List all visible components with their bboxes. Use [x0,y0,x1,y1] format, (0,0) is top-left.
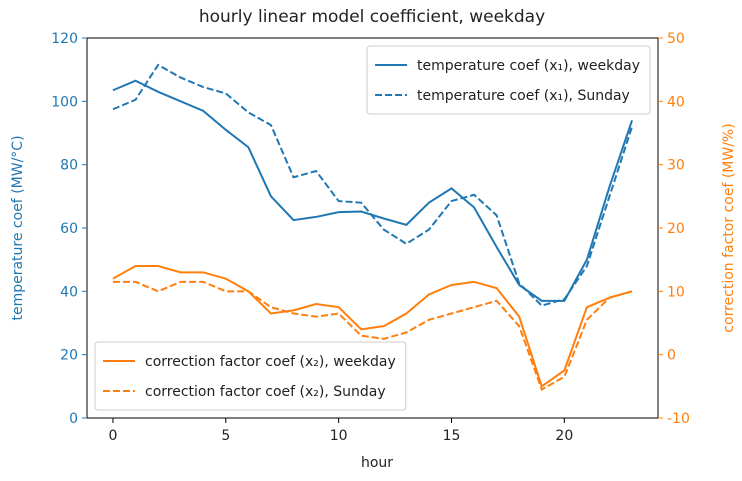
chart-title: hourly linear model coefficient, weekday [199,7,545,27]
y2-tick-label: 0 [667,348,676,364]
legend: correction factor coef (x₂), weekday corr… [94,341,407,411]
y2-tick-label: -10 [667,411,690,427]
y-tick-label: 60 [60,221,78,237]
y-tick-label: 80 [60,158,78,174]
x-tick-label: 15 [443,428,461,444]
legend-label: temperature coef (x₁), weekday [417,58,640,74]
y2-tick-label: 50 [667,31,685,47]
legend: temperature coef (x₁), weekday temperatur… [366,45,651,115]
legend-label: correction factor coef (x₂), weekday [145,354,396,370]
y-axis-label: temperature coef (MW/°C) [10,135,26,320]
series-line [112,265,633,388]
y2-tick-label: 30 [667,158,685,174]
y-tick-label: 0 [69,411,78,427]
x-tick-label: 20 [555,428,573,444]
y-tick-label: 100 [51,94,78,110]
legend-box [94,341,407,411]
y-tick-label: 120 [51,31,78,47]
legend-label: temperature coef (x₁), Sunday [417,88,630,104]
y2-tick-label: 40 [667,94,685,110]
y2-tick-label: 10 [667,284,685,300]
y2-axis-label: correction factor coef (MW/%) [721,123,737,332]
y-tick-label: 40 [60,284,78,300]
legend-label: correction factor coef (x₂), Sunday [145,384,386,400]
x-tick-label: 5 [221,428,230,444]
legend-box [366,45,651,115]
y2-tick-label: 20 [667,221,685,237]
y-tick-label: 20 [60,348,78,364]
series-line [112,280,633,391]
x-tick-label: 10 [330,428,348,444]
series-line [112,63,633,307]
x-tick-label: 0 [108,428,117,444]
x-axis-label: hour [361,455,393,471]
